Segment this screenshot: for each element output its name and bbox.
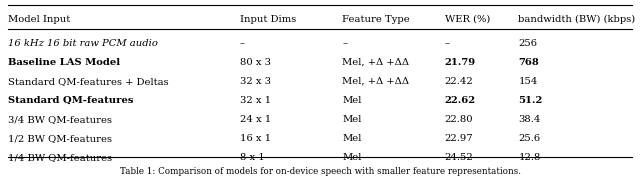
Text: Mel, +Δ +ΔΔ: Mel, +Δ +ΔΔ	[342, 77, 410, 86]
Text: 25.6: 25.6	[518, 134, 541, 143]
Text: Standard QM-features + Deltas: Standard QM-features + Deltas	[8, 77, 168, 86]
Text: 51.2: 51.2	[518, 96, 543, 105]
Text: 16 kHz 16 bit raw PCM audio: 16 kHz 16 bit raw PCM audio	[8, 39, 157, 48]
Text: 80 x 3: 80 x 3	[240, 58, 271, 67]
Text: 32 x 1: 32 x 1	[240, 96, 271, 105]
Text: 154: 154	[518, 77, 538, 86]
Text: –: –	[342, 39, 348, 48]
Text: 21.79: 21.79	[445, 58, 476, 67]
Text: 32 x 3: 32 x 3	[240, 77, 271, 86]
Text: Input Dims: Input Dims	[240, 14, 296, 24]
Text: 22.97: 22.97	[445, 134, 474, 143]
Text: bandwidth (BW) (kbps): bandwidth (BW) (kbps)	[518, 14, 636, 24]
Text: WER (%): WER (%)	[445, 14, 490, 24]
Text: Mel: Mel	[342, 115, 362, 124]
Text: 1/4 BW QM-features: 1/4 BW QM-features	[8, 153, 112, 162]
Text: 24 x 1: 24 x 1	[240, 115, 271, 124]
Text: Mel: Mel	[342, 153, 362, 162]
Text: 24.52: 24.52	[445, 153, 474, 162]
Text: –: –	[240, 39, 245, 48]
Text: 1/2 BW QM-features: 1/2 BW QM-features	[8, 134, 112, 143]
Text: 12.8: 12.8	[518, 153, 541, 162]
Text: 256: 256	[518, 39, 538, 48]
Text: 3/4 BW QM-features: 3/4 BW QM-features	[8, 115, 112, 124]
Text: 8 x 1: 8 x 1	[240, 153, 265, 162]
Text: 38.4: 38.4	[518, 115, 541, 124]
Text: 22.62: 22.62	[445, 96, 476, 105]
Text: Mel: Mel	[342, 134, 362, 143]
Text: Feature Type: Feature Type	[342, 14, 410, 24]
Text: –: –	[445, 39, 450, 48]
Text: Mel, +Δ +ΔΔ: Mel, +Δ +ΔΔ	[342, 58, 410, 67]
Text: Model Input: Model Input	[8, 14, 70, 24]
Text: Table 1: Comparison of models for on-device speech with smaller feature represen: Table 1: Comparison of models for on-dev…	[120, 167, 520, 176]
Text: 768: 768	[518, 58, 539, 67]
Text: 16 x 1: 16 x 1	[240, 134, 271, 143]
Text: 22.80: 22.80	[445, 115, 474, 124]
Text: Baseline LAS Model: Baseline LAS Model	[8, 58, 120, 67]
Text: Mel: Mel	[342, 96, 362, 105]
Text: 22.42: 22.42	[445, 77, 474, 86]
Text: Standard QM-features: Standard QM-features	[8, 96, 133, 105]
